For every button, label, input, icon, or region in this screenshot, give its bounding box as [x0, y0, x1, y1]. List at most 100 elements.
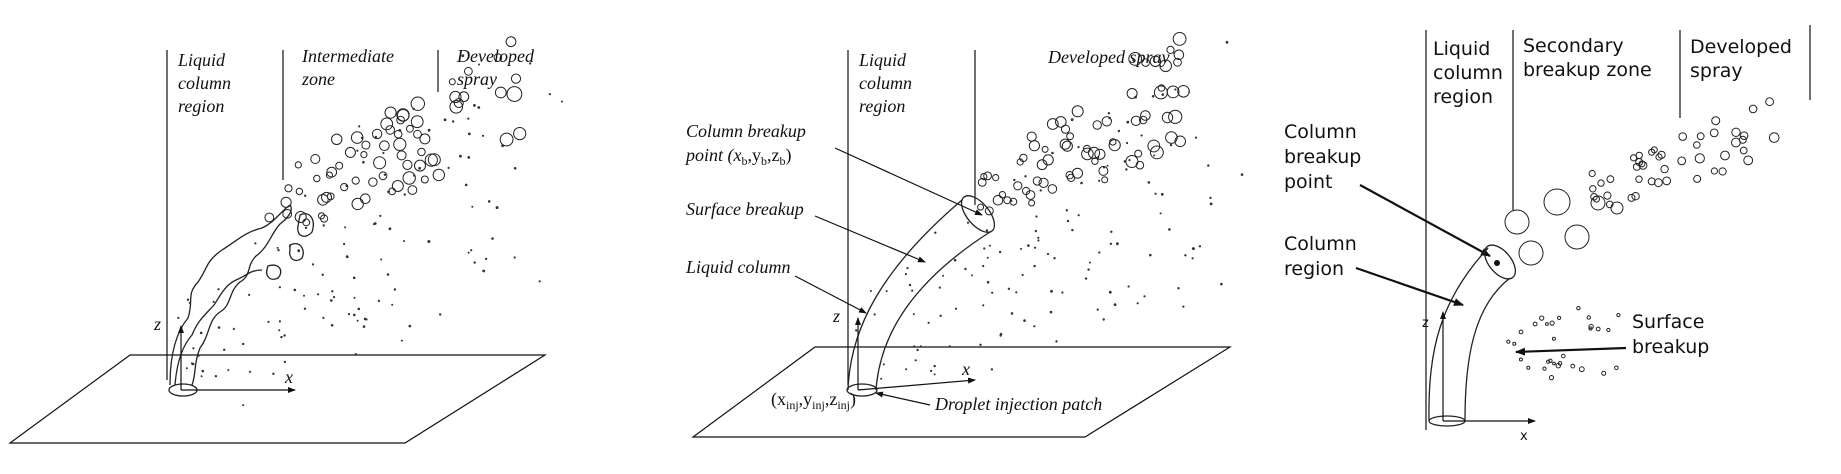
fine-particle	[930, 369, 933, 372]
fine-particle	[283, 360, 287, 364]
fine-particle	[990, 368, 994, 371]
fine-particle	[1198, 245, 1202, 248]
fine-particle	[1033, 246, 1037, 249]
fine-particle	[1107, 112, 1111, 115]
arrow-breakup-point	[834, 147, 983, 216]
fine-particle	[1159, 212, 1162, 215]
fine-particle	[477, 106, 481, 109]
fine-particle	[344, 226, 347, 229]
fine-particle	[190, 362, 194, 365]
fine-particle	[487, 200, 491, 203]
fine-particle	[217, 288, 220, 291]
surface-droplet	[1518, 357, 1523, 362]
droplet	[1693, 174, 1702, 183]
fine-particle	[529, 62, 532, 65]
fine-particle	[413, 174, 416, 177]
fine-particle	[248, 293, 251, 296]
droplet	[1655, 153, 1663, 161]
fine-particle	[467, 132, 471, 136]
droplet	[510, 73, 522, 84]
surface-droplet	[1595, 326, 1601, 332]
fine-particle	[377, 299, 381, 303]
surface-droplet	[1616, 313, 1621, 318]
fine-particle	[1110, 230, 1113, 233]
fine-particle	[953, 258, 957, 262]
fine-particle	[303, 307, 307, 310]
fine-particle	[548, 93, 552, 96]
fine-particle	[1077, 146, 1080, 149]
fine-particle	[991, 291, 994, 294]
droplet	[1066, 132, 1074, 141]
surface-droplet	[1588, 326, 1593, 331]
droplet	[1711, 116, 1721, 126]
fine-particle	[353, 296, 356, 299]
fine-particle	[242, 404, 245, 407]
region-label-secondary: Secondary breakup zone	[1523, 35, 1652, 81]
droplet	[1134, 149, 1143, 158]
arrow-breakup-point	[1359, 184, 1491, 257]
jet-outer-surface	[169, 204, 292, 386]
droplet	[380, 117, 394, 131]
surface-droplet	[1548, 358, 1553, 363]
droplet	[371, 128, 383, 140]
droplet	[1140, 110, 1151, 121]
fine-particle	[1098, 251, 1101, 254]
fine-particle	[1140, 134, 1143, 137]
fine-particle	[276, 246, 279, 249]
droplet	[1739, 146, 1748, 155]
droplet	[1016, 158, 1024, 166]
droplet	[1605, 200, 1614, 209]
fine-particle	[267, 320, 270, 323]
fine-particle	[1097, 156, 1100, 159]
fine-particle	[200, 375, 203, 378]
droplet	[326, 166, 338, 178]
fine-particle	[439, 313, 442, 316]
droplet	[1161, 111, 1174, 124]
column-breakup-point-marker	[1494, 260, 1500, 266]
droplet	[302, 218, 311, 227]
fine-particle	[383, 173, 387, 176]
droplet	[992, 174, 1000, 182]
fine-particle	[964, 267, 967, 271]
droplet	[1173, 49, 1185, 61]
fine-particle	[248, 370, 252, 373]
fine-particle	[1117, 129, 1121, 133]
droplet	[1710, 167, 1719, 175]
droplet	[1153, 85, 1168, 100]
region-label-liquid-column: Liquid column region	[1433, 38, 1509, 108]
fine-particle	[188, 301, 191, 304]
fine-particle	[873, 313, 876, 316]
fine-particle	[1033, 325, 1036, 328]
fine-particle	[197, 354, 200, 357]
droplet	[1168, 109, 1183, 124]
droplet	[402, 171, 416, 185]
panel-2-fine-particles	[855, 40, 1244, 380]
fine-particle	[1127, 285, 1130, 288]
fine-particle	[357, 307, 361, 311]
fine-particle	[880, 377, 883, 380]
fine-particle	[885, 290, 888, 293]
fine-particle	[1126, 141, 1129, 145]
droplet	[1731, 137, 1741, 148]
droplet	[379, 140, 390, 151]
surface-droplet	[1578, 366, 1585, 373]
region-label-developed: Developed spray	[1047, 47, 1169, 67]
droplet	[1696, 132, 1705, 141]
droplet	[391, 180, 404, 192]
droplet	[1748, 104, 1758, 114]
fine-particle	[1134, 95, 1137, 99]
fine-particle	[1108, 290, 1112, 294]
fine-particle	[345, 255, 349, 259]
fine-particle	[1102, 318, 1105, 321]
surface-droplet	[1555, 363, 1562, 369]
arrow-column-region	[1355, 266, 1464, 307]
fine-particle	[311, 263, 315, 266]
fine-particle	[1088, 261, 1091, 264]
droplet	[1174, 135, 1186, 148]
droplet	[1589, 185, 1597, 193]
droplet	[1032, 176, 1042, 186]
fine-particle	[363, 317, 367, 321]
fine-particle	[1125, 168, 1128, 171]
fine-particle	[1128, 159, 1131, 162]
fine-particle	[904, 273, 908, 276]
